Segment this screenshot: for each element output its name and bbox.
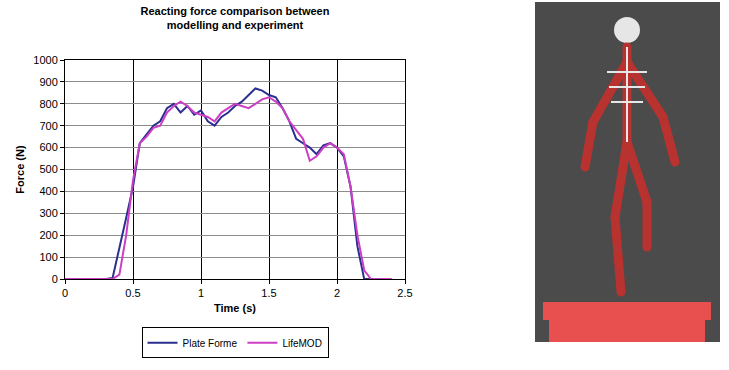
svg-text:Reacting force comparison betw: Reacting force comparison betweenmodelli… (141, 5, 330, 31)
svg-text:700: 700 (39, 120, 57, 132)
svg-text:Plate Forme: Plate Forme (183, 338, 238, 349)
svg-text:500: 500 (39, 163, 57, 175)
svg-text:Time (s): Time (s) (214, 302, 256, 314)
svg-text:800: 800 (39, 98, 57, 110)
svg-text:400: 400 (39, 185, 57, 197)
svg-text:1: 1 (198, 287, 204, 299)
svg-text:Force (N): Force (N) (14, 145, 26, 194)
svg-text:LifeMOD: LifeMOD (282, 338, 321, 349)
svg-text:0: 0 (62, 287, 68, 299)
svg-text:600: 600 (39, 141, 57, 153)
svg-text:300: 300 (39, 207, 57, 219)
svg-text:1000: 1000 (33, 54, 57, 66)
svg-text:2.5: 2.5 (397, 287, 412, 299)
svg-text:2: 2 (334, 287, 340, 299)
svg-text:1.5: 1.5 (261, 287, 276, 299)
svg-text:200: 200 (39, 229, 57, 241)
svg-text:0.5: 0.5 (125, 287, 140, 299)
svg-text:900: 900 (39, 76, 57, 88)
svg-text:0: 0 (52, 273, 58, 285)
svg-text:100: 100 (39, 251, 57, 263)
